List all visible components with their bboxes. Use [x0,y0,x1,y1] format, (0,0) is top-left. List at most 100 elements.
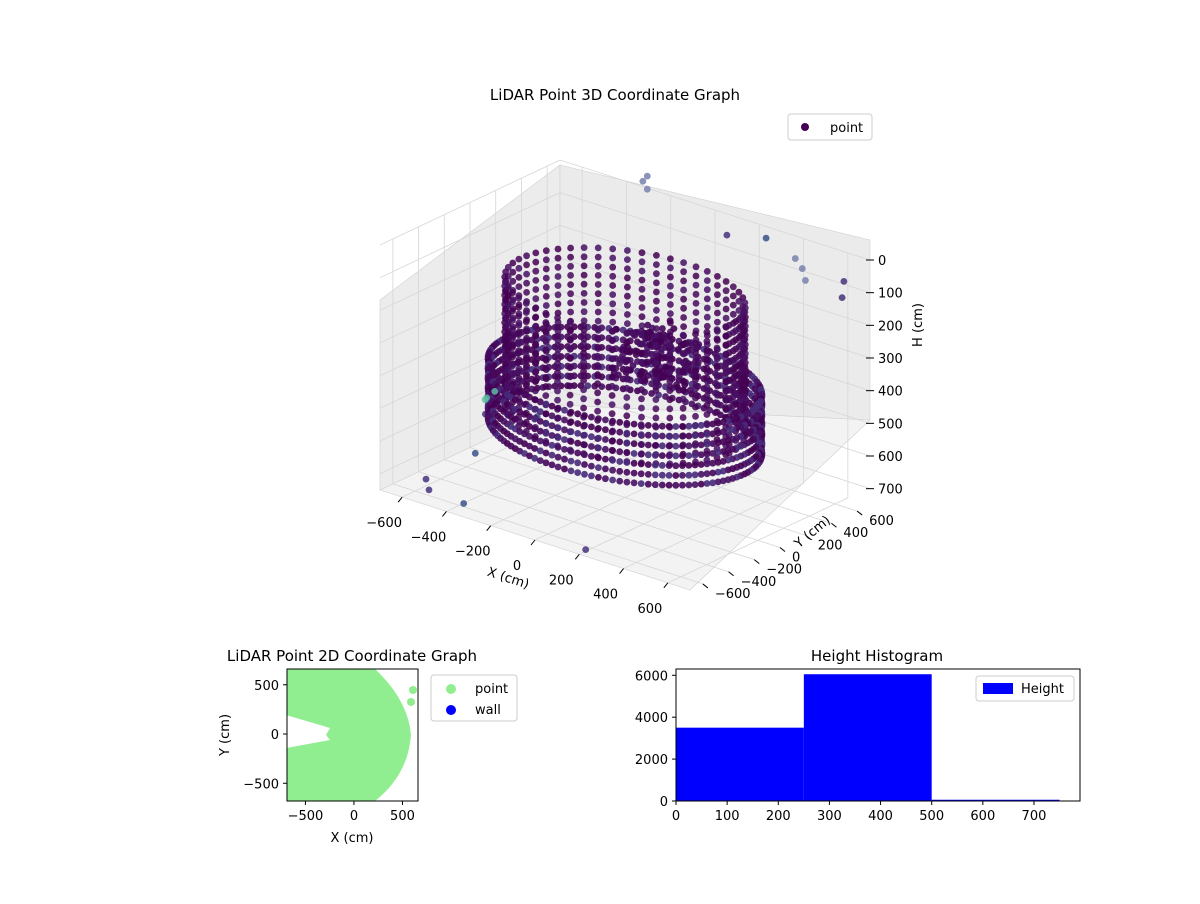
data-point-3d [680,259,687,266]
data-point-3d [542,309,550,317]
legend-marker-wall-2d [446,705,456,715]
data-point-3d [672,442,680,450]
data-point-3d [679,472,686,479]
data-point-3d [667,255,674,263]
data-point-3d [651,461,659,469]
data-point-3d [722,323,730,331]
data-point-3d [644,441,652,449]
data-point-3d [666,332,674,340]
data-point-3d [652,396,660,403]
data-point-3d [737,378,744,385]
data-point-3d [581,470,588,478]
data-point-3d [608,355,616,363]
data-point-3d [665,442,673,450]
data-point-3d [580,331,587,339]
data-point-3d [502,278,509,286]
data-point-3d [679,331,687,339]
data-point-3d [542,283,550,291]
x-tick-label-2d: 500 [390,809,415,824]
axes-frame-2d [286,668,419,802]
data-point-3d [630,440,638,448]
data-point-3d [679,386,687,394]
data-point-3d [713,408,721,416]
z-tick-label-3d: 600 [878,450,903,465]
data-point-3d [679,481,686,489]
data-point-3d [542,265,550,273]
data-point-3d [638,276,646,284]
data-point-3d [714,468,722,476]
data-point-3d [719,467,727,475]
data-point-3d [609,272,617,280]
data-point-3d [719,418,727,426]
data-point-3d [644,471,652,478]
data-point-3d [623,403,631,410]
data-point-3d [595,474,602,481]
data-point-3d [679,350,687,357]
data-point-3d [491,387,499,395]
data-point-3d [714,439,722,447]
grid-line [379,290,561,377]
data-point-3d [522,300,530,307]
data-point-3d [697,451,705,459]
data-point-3d [566,355,574,362]
data-point-3d [685,432,693,440]
data-point-3d [644,431,652,439]
data-point-3d [729,310,737,318]
data-point-3d [652,368,660,376]
data-point-3d [581,421,588,429]
data-point-3d [594,398,601,406]
data-point-3d [652,332,660,339]
stray-point-2d [407,698,415,706]
histogram-bar [931,799,1060,802]
z-tick-label-3d: 300 [878,352,903,367]
data-point-3d [638,368,645,375]
legend-box-hist [975,675,1075,702]
data-point-3d [651,481,659,489]
data-point-3d [722,314,730,322]
grid-line [379,192,561,279]
data-point-3d [624,301,631,309]
data-point-3d [691,432,699,439]
data-point-3d [548,441,556,449]
chart-2d: LiDAR Point 2D Coordinate Graph −500 0 500… [218,647,518,846]
data-point-3d [542,337,550,345]
data-point-3d [714,273,721,280]
data-point-3d [526,442,533,450]
data-point-3d [523,252,530,260]
y-tick-mark-3d [805,534,812,540]
data-point-3d [554,378,561,386]
data-point-3d [691,451,699,459]
data-point-3d [515,264,523,272]
x-axis-label-3d: X (cm) [485,565,531,593]
stray-point-2d [409,686,417,694]
data-point-3d [523,270,530,278]
data-point-3d [630,469,638,477]
data-point-3d [532,314,539,321]
data-point-3d [526,403,533,411]
data-point-3d [840,278,848,285]
data-point-3d [665,462,673,469]
data-point-3d [692,376,699,384]
data-point-3d [638,322,646,330]
data-point-3d [554,424,562,432]
legend-label-wall-2d: wall [475,703,501,718]
data-point-3d [554,434,562,441]
data-point-3d [680,323,687,330]
data-point-3d [422,475,430,483]
y-tick-label-hist: 0 [660,795,668,810]
data-point-3d [554,263,562,271]
data-point-3d [670,325,678,332]
data-point-3d [515,358,522,366]
data-point-3d [713,335,721,343]
data-point-3d [653,279,660,287]
data-point-3d [594,380,601,388]
y-tick-label-2d: 500 [254,679,279,694]
data-point-3d [623,449,631,457]
data-point-3d [515,313,522,320]
data-point-3d [667,273,674,281]
data-point-3d [588,433,595,441]
data-point-3d [692,403,699,411]
data-point-3d [515,303,522,311]
data-point-3d [685,462,693,469]
data-point-3d [666,350,674,358]
